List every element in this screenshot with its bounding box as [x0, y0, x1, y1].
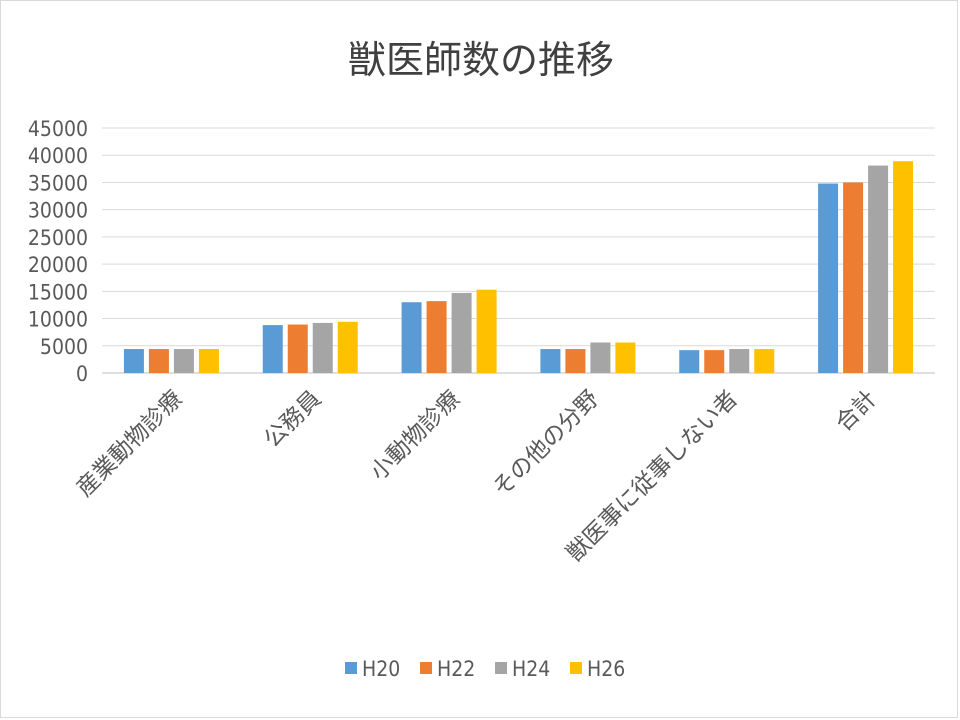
- bar-h26-4: [615, 342, 636, 373]
- bars: [123, 161, 914, 373]
- bar-h20-1: [123, 349, 144, 373]
- bar-h20-5: [679, 350, 700, 373]
- y-tick-label: 15000: [28, 280, 88, 304]
- category-label: その他の分野: [488, 386, 604, 502]
- bar-h22-3: [426, 301, 447, 373]
- bar-h22-5: [704, 350, 725, 373]
- category-label: 小動物診療: [366, 386, 466, 486]
- bar-h26-5: [754, 349, 775, 373]
- chart-title: 獣医師数の推移: [348, 38, 614, 82]
- y-tick-label: 5000: [40, 335, 88, 359]
- bar-h24-4: [590, 342, 611, 373]
- bar-h22-4: [565, 349, 586, 373]
- bar-h20-6: [818, 183, 839, 373]
- bar-h22-1: [148, 349, 169, 373]
- y-tick-label: 0: [76, 362, 88, 386]
- legend-label-h26: H26: [587, 657, 625, 681]
- legend-label-h24: H24: [512, 657, 550, 681]
- y-tick-label: 35000: [28, 171, 88, 195]
- bar-h22-6: [843, 182, 864, 373]
- bar-h24-3: [451, 292, 472, 373]
- category-label: 合計: [831, 386, 882, 437]
- y-tick-label: 25000: [28, 226, 88, 250]
- category-label: 公務員: [259, 386, 326, 453]
- legend-swatch-h26: [570, 662, 582, 674]
- bar-h24-5: [729, 349, 750, 373]
- bar-h26-3: [476, 289, 497, 373]
- bar-h24-2: [312, 322, 333, 373]
- legend-label-h22: H22: [437, 657, 475, 681]
- legend: H20 H22 H24 H26: [345, 657, 625, 681]
- legend-swatch-h20: [345, 662, 357, 674]
- category-label: 産業動物診療: [72, 386, 188, 502]
- bar-h26-2: [337, 321, 358, 373]
- legend-swatch-h24: [495, 662, 507, 674]
- y-tick-label: 40000: [28, 144, 88, 168]
- bar-h24-1: [173, 349, 194, 373]
- bar-h24-6: [868, 165, 889, 373]
- legend-label-h20: H20: [362, 657, 400, 681]
- y-tick-label: 10000: [28, 308, 88, 332]
- legend-swatch-h22: [420, 662, 432, 674]
- bar-h20-3: [401, 302, 422, 373]
- bar-h26-6: [893, 161, 914, 373]
- bar-h20-2: [262, 325, 283, 373]
- bar-h22-2: [287, 324, 308, 373]
- y-tick-label: 45000: [28, 117, 88, 141]
- y-axis-tick-labels: 0 5000 10000 15000 20000 25000 30000 35000 40000…: [28, 117, 88, 386]
- bar-h20-4: [540, 349, 561, 373]
- y-tick-label: 20000: [28, 253, 88, 277]
- y-tick-label: 30000: [28, 199, 88, 223]
- gridlines: [102, 127, 935, 374]
- bar-h26-1: [198, 349, 219, 373]
